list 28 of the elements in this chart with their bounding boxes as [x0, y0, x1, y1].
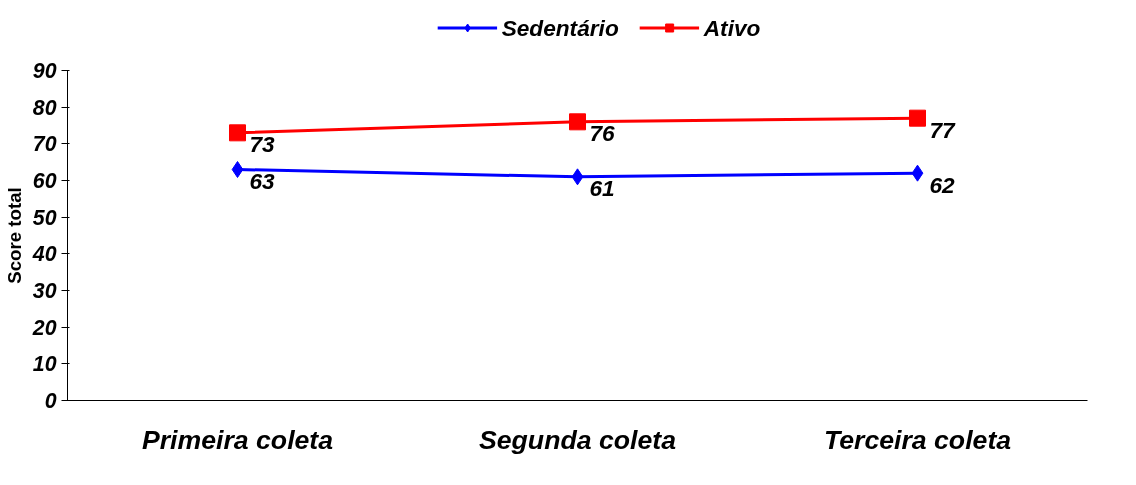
x-tick-label: Terceira coleta	[823, 424, 1012, 455]
y-tick-label: 50	[32, 205, 57, 230]
y-tick-label: 10	[32, 352, 57, 377]
point	[909, 109, 926, 127]
legend-label: Sedentário	[501, 14, 619, 41]
point	[231, 161, 244, 178]
point	[229, 124, 246, 142]
x-tick-label: Primeira coleta	[141, 424, 334, 455]
y-tick-label: 20	[31, 315, 57, 340]
point	[911, 164, 924, 182]
y-tick-label: 60	[32, 169, 57, 193]
x-tick-label: Segunda coleta	[479, 424, 677, 455]
y-axis-title: Score total	[3, 187, 25, 284]
data-label: 63	[249, 168, 276, 194]
y-tick-label: 0	[44, 389, 57, 413]
legend-label: Ativo	[703, 14, 761, 41]
y-tick-label: 70	[32, 132, 57, 157]
point	[571, 168, 584, 186]
y-tick-label: 90	[32, 59, 57, 83]
point	[569, 113, 586, 131]
data-label: 62	[929, 171, 956, 198]
y-tick-label: 80	[32, 95, 57, 120]
data-label: 73	[249, 131, 276, 158]
y-tick-label: 30	[32, 279, 57, 303]
data-label: 61	[589, 175, 615, 202]
y-tick-label: 40	[31, 242, 57, 267]
data-label: 76	[589, 120, 616, 147]
data-label: 77	[929, 116, 957, 143]
